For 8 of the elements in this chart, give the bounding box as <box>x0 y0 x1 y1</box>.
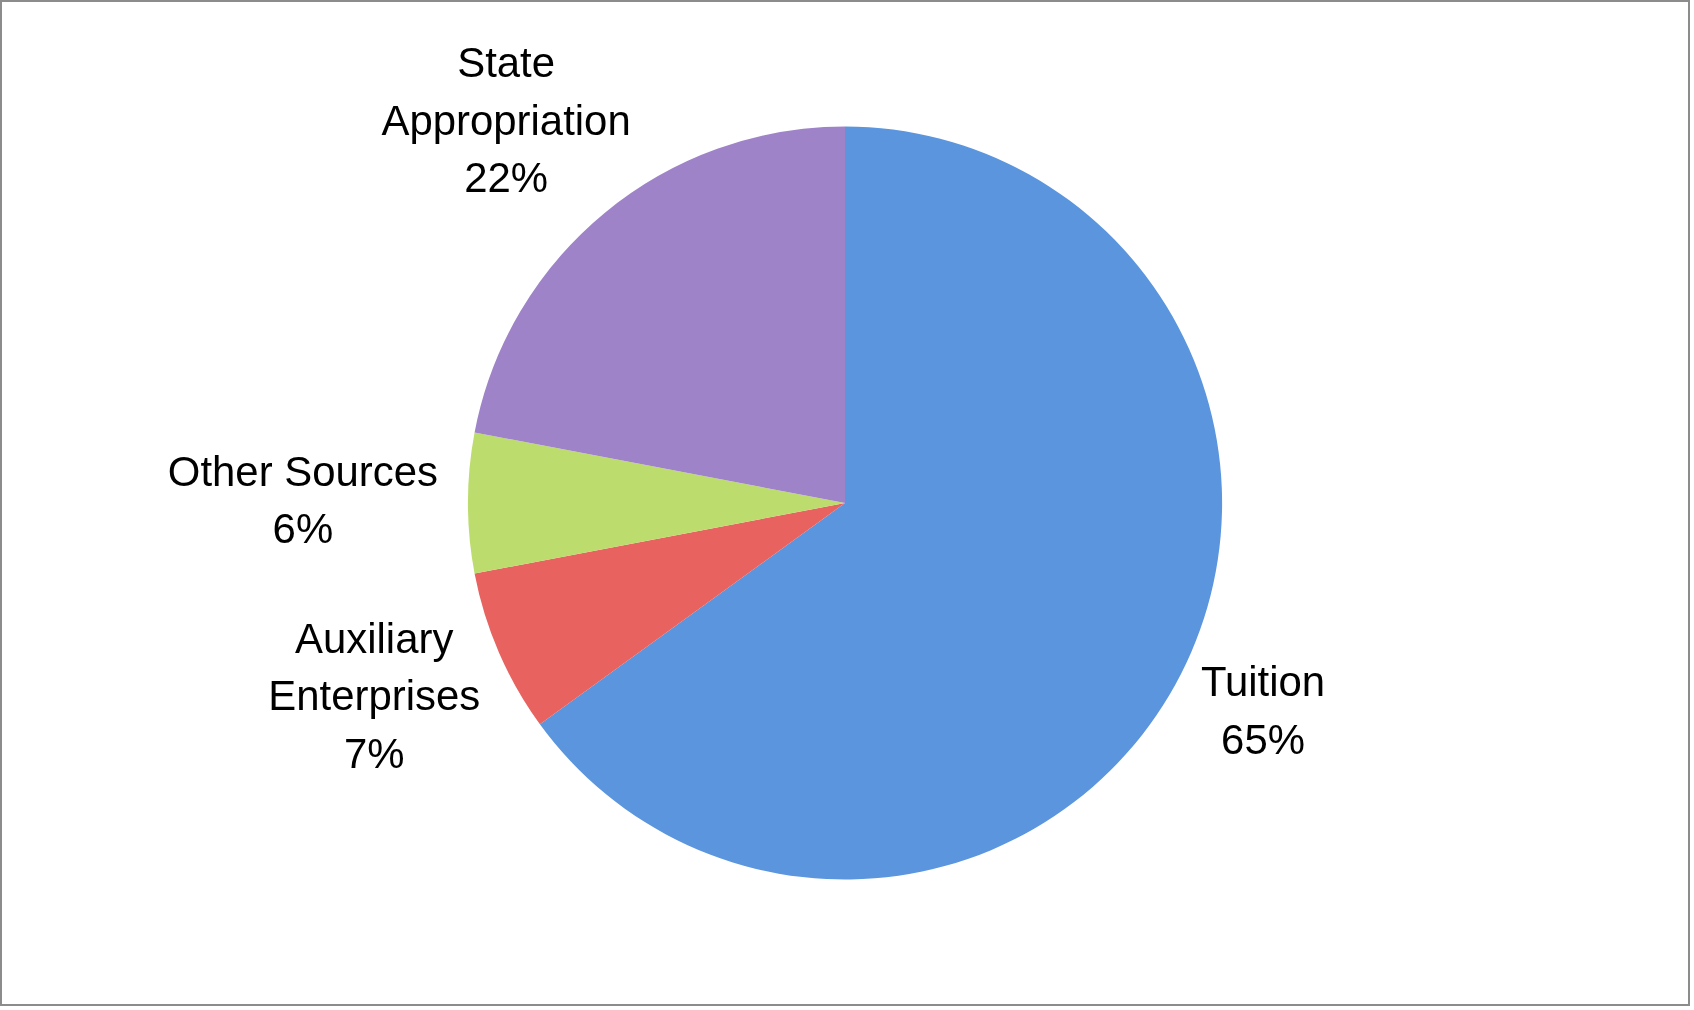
data-label: 7% <box>343 730 405 778</box>
slice-label: Auxiliary Enterprises <box>268 614 481 720</box>
slice-label: Tuition <box>1200 658 1326 706</box>
slice-label: Other Sources <box>167 447 438 495</box>
data-label: 6% <box>272 505 334 553</box>
data-label: 65% <box>1221 716 1305 764</box>
data-label: 22% <box>464 154 549 202</box>
slice-label: State Appropriation <box>381 38 631 144</box>
